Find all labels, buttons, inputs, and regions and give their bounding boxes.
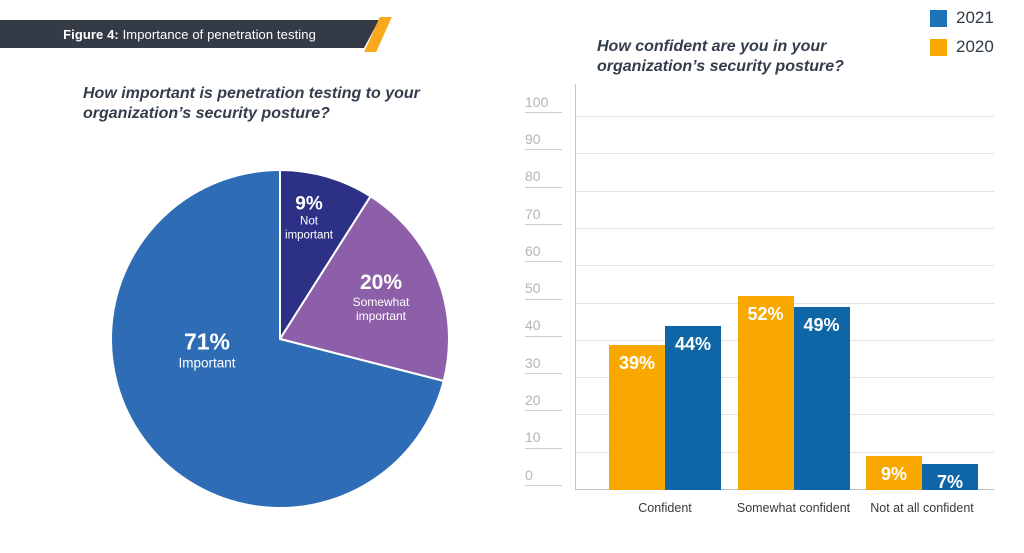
y-axis-tick-10: 10 (525, 429, 562, 449)
bar-2021-not-at-all-confident: 7% (922, 463, 978, 492)
y-axis-tick-30: 30 (525, 355, 562, 375)
bar-legend: 2021 2020 (930, 8, 994, 66)
y-axis-tick-80: 80 (525, 168, 562, 188)
gridline-90 (576, 153, 994, 155)
pie-value-label: 71% (183, 328, 231, 355)
pie-chart-title: How important is penetration testing to … (83, 85, 420, 123)
y-axis-tick-40: 40 (525, 318, 562, 337)
bar-2020-somewhat-confident: 52% (737, 296, 794, 490)
bar-2021-confident: 44% (665, 325, 721, 490)
figure-title-text: Figure 4: Importance of penetration test… (63, 27, 316, 42)
bar-value-label: 39% (618, 352, 656, 373)
pie-slice-not-important (279, 169, 372, 340)
bar-2020-confident: 39% (609, 344, 665, 490)
category-label-confident: Confident (638, 501, 692, 515)
category-label-somewhat-confident: Somewhat confident (736, 501, 851, 515)
pie-slice-name-label: Important (178, 355, 236, 371)
bar-plot: 0 10 20 30 40 50 60 70 80 90 100 39% 44% Confident 52%… (525, 84, 994, 515)
figure-title-label: Importance of penetration testing (118, 26, 316, 42)
pie-slice-somewhat-important (279, 195, 450, 383)
y-axis-tick-100: 100 (525, 94, 562, 113)
bar-value-label: 9% (880, 464, 907, 485)
bar-2020-not-at-all-confident: 9% (866, 456, 922, 490)
category-label-not-at-all-confident: Not at all confident (870, 501, 974, 515)
figure-number-label: Figure 4: (63, 26, 119, 42)
y-axis-tick-60: 60 (525, 243, 562, 263)
y-axis-tick-70: 70 (525, 206, 562, 225)
pie-label-not-important: 9% Not important (285, 193, 333, 242)
y-axis-tick-0: 0 (525, 467, 562, 486)
legend-item-2021: 2021 (930, 8, 994, 28)
bar-value-label: 52% (747, 304, 784, 324)
bar-value-label: 49% (803, 315, 840, 336)
gridline-100 (576, 116, 994, 117)
pie-svg (110, 169, 450, 509)
y-axis-tick-20: 20 (525, 392, 562, 412)
pie-value-label: 20% (359, 270, 403, 294)
bar-value-label: 7% (936, 471, 963, 492)
y-axis-tick-50: 50 (525, 280, 562, 300)
pie-slice-name-label: Somewhat important (352, 294, 410, 323)
figure-title-bar: Figure 4: Importance of penetration test… (0, 20, 379, 48)
bar-chart-title: How confident are you in your organizati… (597, 38, 844, 76)
pie-chart: 9% Not important 20% Somewhat important 71% Imp… (108, 167, 452, 511)
bar-2021-somewhat-confident: 49% (793, 307, 850, 490)
pie-label-important: 71% Important (178, 329, 235, 372)
y-axis-tick-90: 90 (525, 131, 562, 151)
bar-value-label: 44% (674, 333, 712, 354)
pie-value-label: 9% (295, 193, 323, 215)
legend-swatch-2020 (930, 38, 947, 56)
gridline-70 (576, 227, 994, 229)
legend-swatch-2021 (930, 9, 947, 27)
pie-slice-name-label: Not important (285, 215, 333, 241)
legend-item-2020: 2020 (930, 37, 994, 57)
gridline-60 (576, 265, 994, 267)
legend-label: 2021 (956, 8, 994, 27)
gridline-80 (576, 190, 994, 192)
legend-label: 2020 (956, 37, 994, 56)
pie-slice-important (110, 169, 445, 509)
pie-label-somewhat-important: 20% Somewhat important (353, 271, 410, 323)
